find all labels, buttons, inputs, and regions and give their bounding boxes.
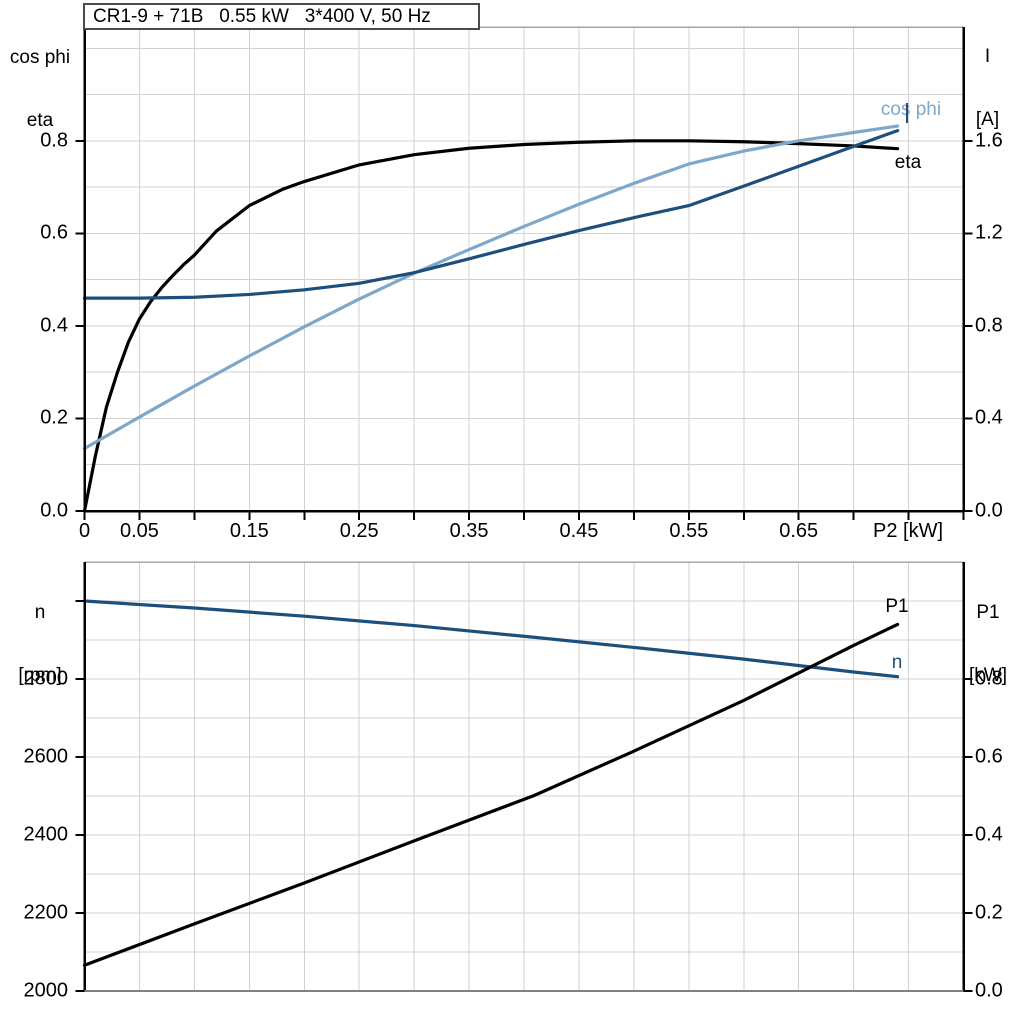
- tick-label: 1.6: [975, 129, 1003, 152]
- tick-label: 0.25: [339, 520, 379, 542]
- tick-label: 0.8: [40, 129, 68, 152]
- axis-title-speed-unit: [rpm]: [18, 665, 62, 686]
- tick-label: 0.8: [975, 314, 1003, 337]
- top-right-axis-title: I [A]: [960, 4, 1015, 172]
- axis-title-cos-phi: cos phi: [9, 47, 71, 68]
- bottom-right-axis-title: P1 [kW]: [957, 560, 1019, 728]
- tick-label: 2200: [23, 901, 69, 924]
- tick-label: 0.0: [975, 499, 1003, 522]
- tick-label: 0.8: [975, 667, 1003, 690]
- tick-label: 0.15: [229, 520, 269, 542]
- cos-phi-curve-end-marker-icon: [906, 103, 908, 123]
- tick-label: 0.2: [975, 901, 1003, 924]
- curve-label-n: n: [891, 652, 903, 673]
- top-left-axis-title: cos phi eta: [0, 5, 80, 173]
- axis-title-current: I: [984, 46, 991, 67]
- tick-label: 0.65: [779, 520, 819, 542]
- tick-label: 0.05: [119, 520, 159, 542]
- axis-title-p1-unit: [kW]: [969, 665, 1007, 686]
- tick-label: 1.2: [975, 221, 1003, 244]
- tick-label: 0.45: [559, 520, 599, 542]
- curve-label-p1: P1: [885, 596, 909, 617]
- x-axis-unit-label: P2 [kW]: [872, 520, 944, 542]
- tick-label: 0.4: [40, 314, 68, 337]
- curve-label-eta: eta: [894, 152, 922, 173]
- tick-label: 0.0: [40, 499, 68, 522]
- chart-title: CR1-9 + 71B 0.55 kW 3*400 V, 50 Hz: [93, 5, 431, 27]
- axis-title-speed: n: [34, 602, 46, 623]
- tick-label: 0.6: [975, 745, 1003, 768]
- tick-label: 0.55: [669, 520, 709, 542]
- axis-title-current-unit: [A]: [975, 109, 1000, 130]
- tick-label: 0.4: [975, 823, 1003, 846]
- curve-label-cos-phi: cos phi: [880, 99, 942, 120]
- tick-label: 0.35: [449, 520, 489, 542]
- tick-label: 2000: [23, 979, 69, 1002]
- tick-label: 2600: [23, 745, 69, 768]
- tick-label: 0.0: [975, 979, 1003, 1002]
- tick-label: 0.4: [975, 406, 1003, 429]
- tick-label: 2400: [23, 823, 69, 846]
- tick-label: 0.6: [40, 221, 68, 244]
- chart-title-box: CR1-9 + 71B 0.55 kW 3*400 V, 50 Hz: [83, 3, 480, 30]
- axis-title-p1: P1: [976, 602, 1000, 623]
- tick-label: 2800: [23, 667, 69, 690]
- tick-label: 0: [78, 520, 91, 542]
- tick-label: 0.2: [40, 406, 68, 429]
- axis-title-eta: eta: [26, 110, 54, 131]
- bottom-left-axis-title: n [rpm]: [0, 560, 80, 728]
